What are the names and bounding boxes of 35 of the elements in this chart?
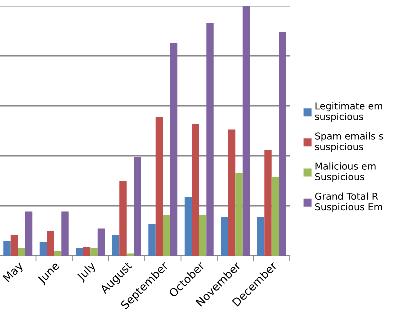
bar <box>279 32 286 256</box>
bar <box>4 241 11 256</box>
bar <box>163 215 170 256</box>
bar <box>228 130 236 256</box>
bar <box>264 150 272 256</box>
bar <box>170 44 178 256</box>
bar <box>10 236 18 256</box>
legend-label: Grand Total R Suspicious Em <box>315 192 382 212</box>
legend-label: Spam emails s suspicious <box>315 132 384 152</box>
bar <box>134 157 142 256</box>
bar <box>76 248 84 256</box>
bar <box>98 228 106 256</box>
bar <box>83 247 91 256</box>
bar <box>25 212 33 256</box>
legend-label: Legitimate em suspicious <box>315 102 382 122</box>
bar <box>257 217 265 256</box>
bar <box>184 197 192 256</box>
bar <box>206 23 214 256</box>
bar <box>272 178 280 256</box>
bar <box>192 124 200 256</box>
bar <box>90 248 98 256</box>
bar <box>148 224 156 256</box>
bar <box>40 242 48 256</box>
bar <box>47 231 54 256</box>
bar <box>221 217 228 256</box>
bar <box>18 248 26 256</box>
bar <box>112 236 120 256</box>
bar <box>62 212 69 256</box>
bar <box>54 252 62 256</box>
legend-label: Malicious em Suspicious <box>316 162 376 182</box>
bar <box>199 215 207 256</box>
bar <box>156 117 164 256</box>
bar <box>236 173 243 256</box>
bar <box>120 181 127 256</box>
bar <box>242 6 250 256</box>
